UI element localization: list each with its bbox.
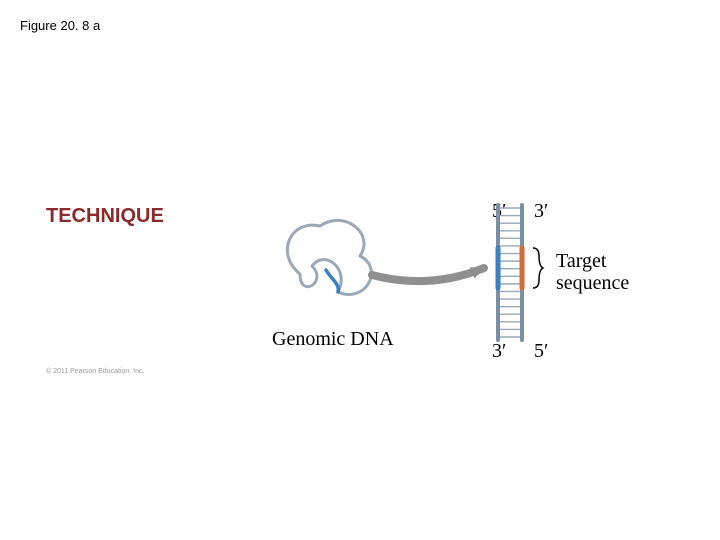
genomic-dna-squiggle (287, 220, 371, 294)
diagram-svg (0, 0, 720, 540)
arrow (372, 267, 484, 281)
target-bracket (533, 248, 543, 288)
dna-ladder (498, 205, 522, 340)
